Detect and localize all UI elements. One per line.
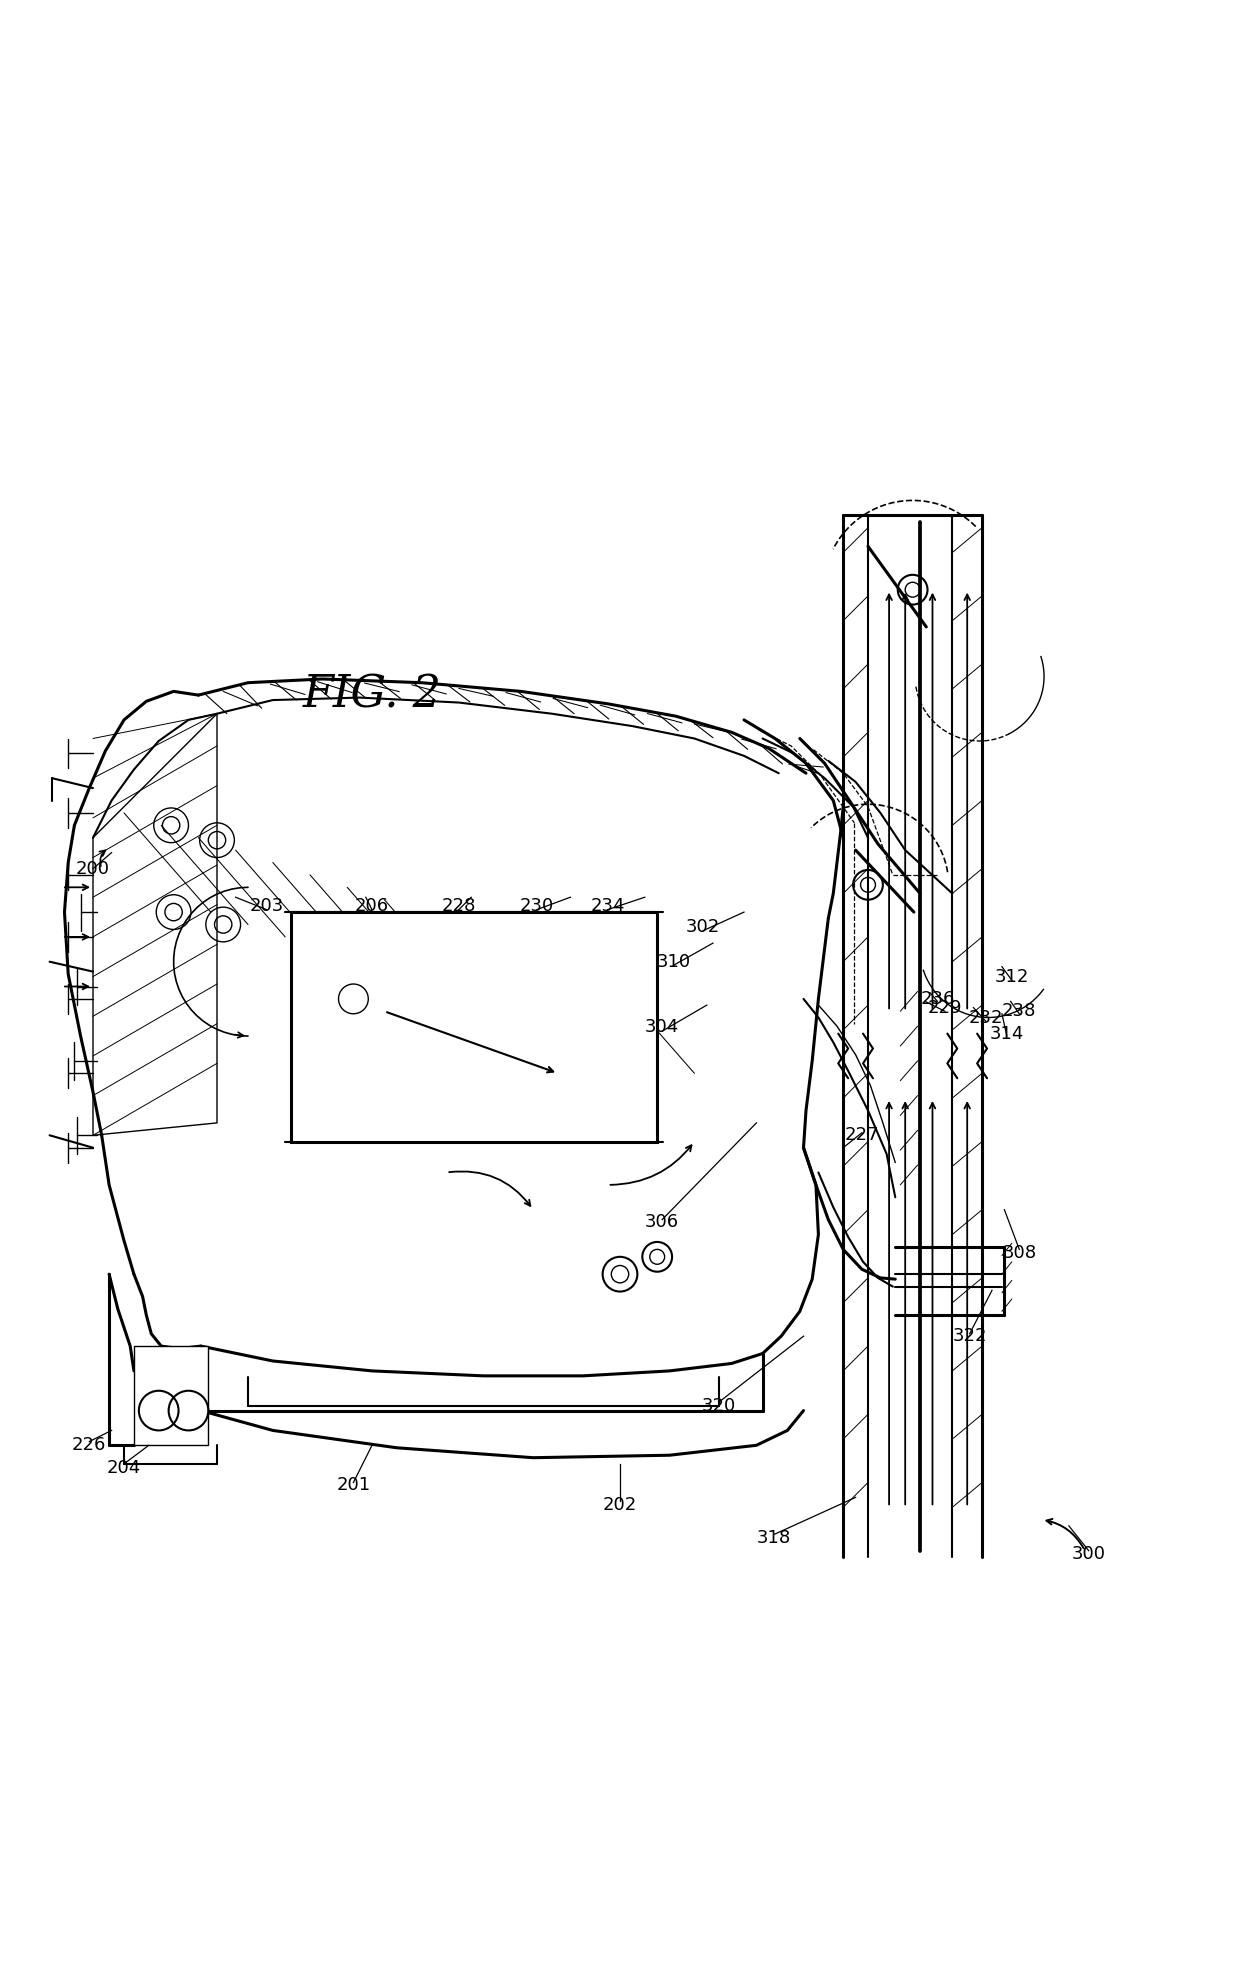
Text: 202: 202 xyxy=(603,1496,637,1513)
Text: 314: 314 xyxy=(990,1024,1024,1042)
Text: 234: 234 xyxy=(590,898,625,915)
Text: 302: 302 xyxy=(686,917,720,935)
Text: 206: 206 xyxy=(355,898,389,915)
Bar xyxy=(134,1346,208,1446)
Text: 236: 236 xyxy=(920,990,955,1008)
Text: 304: 304 xyxy=(645,1018,680,1036)
Polygon shape xyxy=(93,714,217,1134)
Text: FIG. 2: FIG. 2 xyxy=(303,673,441,716)
Text: 232: 232 xyxy=(968,1008,1003,1026)
Text: 300: 300 xyxy=(1071,1545,1106,1563)
Text: 312: 312 xyxy=(994,967,1029,986)
Bar xyxy=(291,912,657,1142)
Text: 200: 200 xyxy=(76,860,110,878)
Text: 238: 238 xyxy=(1002,1002,1037,1020)
Text: 322: 322 xyxy=(952,1328,987,1346)
Text: 229: 229 xyxy=(928,998,962,1016)
Text: 227: 227 xyxy=(844,1127,879,1144)
Text: 204: 204 xyxy=(107,1458,141,1476)
Text: 308: 308 xyxy=(1002,1245,1037,1263)
Text: 306: 306 xyxy=(645,1213,680,1231)
Text: 203: 203 xyxy=(249,898,284,915)
Text: 310: 310 xyxy=(656,953,691,971)
Text: 318: 318 xyxy=(756,1529,791,1547)
Text: 320: 320 xyxy=(702,1397,737,1415)
Text: 201: 201 xyxy=(336,1476,371,1494)
Text: 228: 228 xyxy=(441,898,476,915)
Text: 230: 230 xyxy=(520,898,554,915)
Text: 226: 226 xyxy=(72,1436,107,1454)
